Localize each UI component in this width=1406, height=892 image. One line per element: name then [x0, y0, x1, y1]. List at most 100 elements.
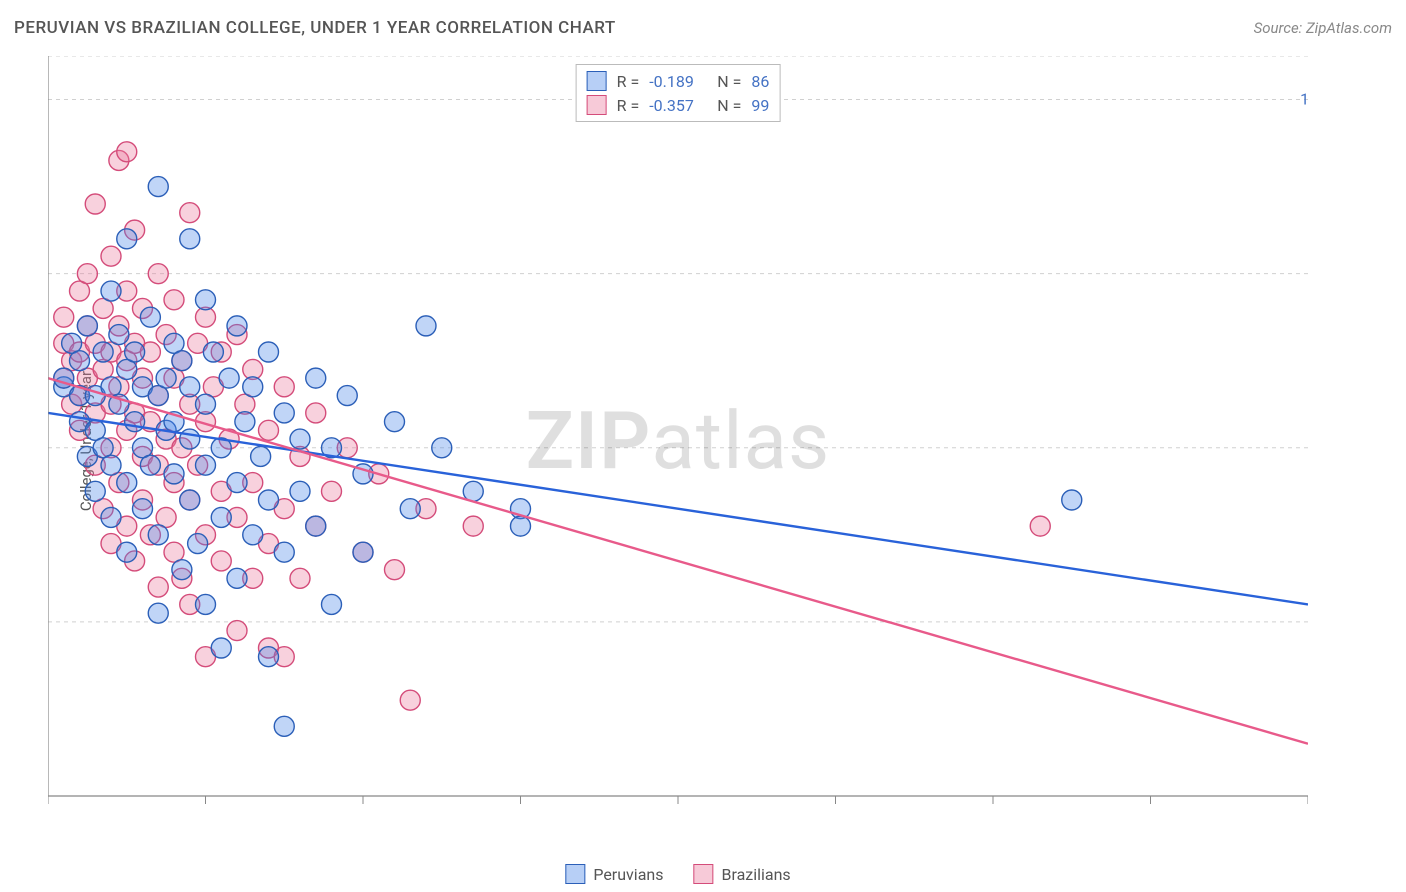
scatter-point: [274, 403, 294, 423]
scatter-point: [148, 525, 168, 545]
chart-title: PERUVIAN VS BRAZILIAN COLLEGE, UNDER 1 Y…: [14, 18, 616, 38]
correlation-legend: R = -0.189 N = 86 R = -0.357 N = 99: [576, 64, 781, 122]
legend-r-label: R =: [617, 72, 640, 91]
scatter-point: [235, 412, 255, 432]
scatter-point: [85, 194, 105, 214]
scatter-point: [243, 525, 263, 545]
scatter-point: [196, 594, 216, 614]
scatter-point: [211, 638, 231, 658]
legend-r-value: -0.357: [649, 96, 707, 115]
scatter-point: [188, 534, 208, 554]
scatter-point: [70, 351, 90, 371]
scatter-point: [227, 621, 247, 641]
scatter-point: [259, 420, 279, 440]
legend-swatch: [587, 95, 607, 115]
scatter-point: [101, 507, 121, 527]
scatter-point: [125, 412, 145, 432]
scatter-point: [117, 229, 137, 249]
scatter-point: [322, 594, 342, 614]
source-attribution: Source: ZipAtlas.com: [1254, 19, 1392, 37]
scatter-point: [164, 290, 184, 310]
scatter-point: [117, 142, 137, 162]
scatter-point: [164, 464, 184, 484]
scatter-point: [219, 368, 239, 388]
scatter-point: [259, 342, 279, 362]
scatter-point: [196, 455, 216, 475]
scatter-point: [416, 316, 436, 336]
scatter-point: [93, 342, 113, 362]
scatter-point: [148, 264, 168, 284]
legend-series-name: Peruvians: [593, 865, 663, 884]
scatter-point: [227, 473, 247, 493]
legend-swatch: [565, 864, 585, 884]
scatter-point: [196, 394, 216, 414]
scatter-point: [77, 316, 97, 336]
legend-swatch: [587, 71, 607, 91]
scatter-point: [101, 455, 121, 475]
scatter-point: [274, 377, 294, 397]
scatter-point: [400, 690, 420, 710]
scatter-point: [140, 307, 160, 327]
scatter-point: [259, 647, 279, 667]
scatter-point: [290, 429, 310, 449]
scatter-point: [109, 325, 129, 345]
scatter-point: [156, 368, 176, 388]
legend-r-label: R =: [617, 96, 640, 115]
legend-item: Brazilians: [693, 864, 790, 884]
scatter-point: [432, 438, 452, 458]
scatter-point: [172, 560, 192, 580]
legend-n-value: 99: [751, 96, 769, 115]
y-tick-label: 100.0%: [1300, 90, 1308, 109]
scatter-point: [101, 281, 121, 301]
scatter-point: [196, 290, 216, 310]
scatter-point: [322, 481, 342, 501]
scatter-point: [259, 490, 279, 510]
legend-n-label: N =: [717, 72, 741, 91]
scatter-point: [117, 542, 137, 562]
scatter-point: [463, 516, 483, 536]
scatter-point: [203, 342, 223, 362]
scatter-point: [211, 551, 231, 571]
scatter-point: [172, 351, 192, 371]
scatter-point: [385, 412, 405, 432]
legend-series-name: Brazilians: [721, 865, 790, 884]
plot-area: College, Under 1 year 40.0%60.0%80.0%100…: [48, 56, 1308, 826]
scatter-point: [511, 516, 531, 536]
trend-line: [48, 378, 1308, 744]
scatter-point: [306, 516, 326, 536]
scatter-point: [227, 316, 247, 336]
scatter-point: [180, 429, 200, 449]
series-legend: Peruvians Brazilians: [565, 864, 790, 884]
legend-row: R = -0.357 N = 99: [587, 93, 770, 117]
scatter-point: [85, 481, 105, 501]
scatter-point: [148, 177, 168, 197]
scatter-point: [133, 499, 153, 519]
title-bar: PERUVIAN VS BRAZILIAN COLLEGE, UNDER 1 Y…: [14, 18, 1392, 38]
scatter-point: [54, 307, 74, 327]
scatter-chart: 40.0%60.0%80.0%100.0%0.0%80.0%: [48, 56, 1308, 826]
scatter-point: [180, 203, 200, 223]
scatter-point: [306, 403, 326, 423]
scatter-point: [290, 481, 310, 501]
scatter-point: [180, 377, 200, 397]
legend-n-label: N =: [717, 96, 741, 115]
scatter-point: [400, 499, 420, 519]
scatter-point: [274, 542, 294, 562]
legend-row: R = -0.189 N = 86: [587, 69, 770, 93]
legend-r-value: -0.189: [649, 72, 707, 91]
scatter-point: [77, 264, 97, 284]
scatter-point: [337, 386, 357, 406]
scatter-point: [353, 542, 373, 562]
scatter-point: [140, 455, 160, 475]
scatter-point: [290, 568, 310, 588]
scatter-point: [251, 446, 271, 466]
scatter-point: [148, 577, 168, 597]
scatter-point: [180, 490, 200, 510]
scatter-point: [274, 716, 294, 736]
legend-swatch: [693, 864, 713, 884]
scatter-point: [1030, 516, 1050, 536]
legend-item: Peruvians: [565, 864, 663, 884]
scatter-point: [148, 603, 168, 623]
scatter-point: [306, 368, 326, 388]
legend-n-value: 86: [751, 72, 769, 91]
